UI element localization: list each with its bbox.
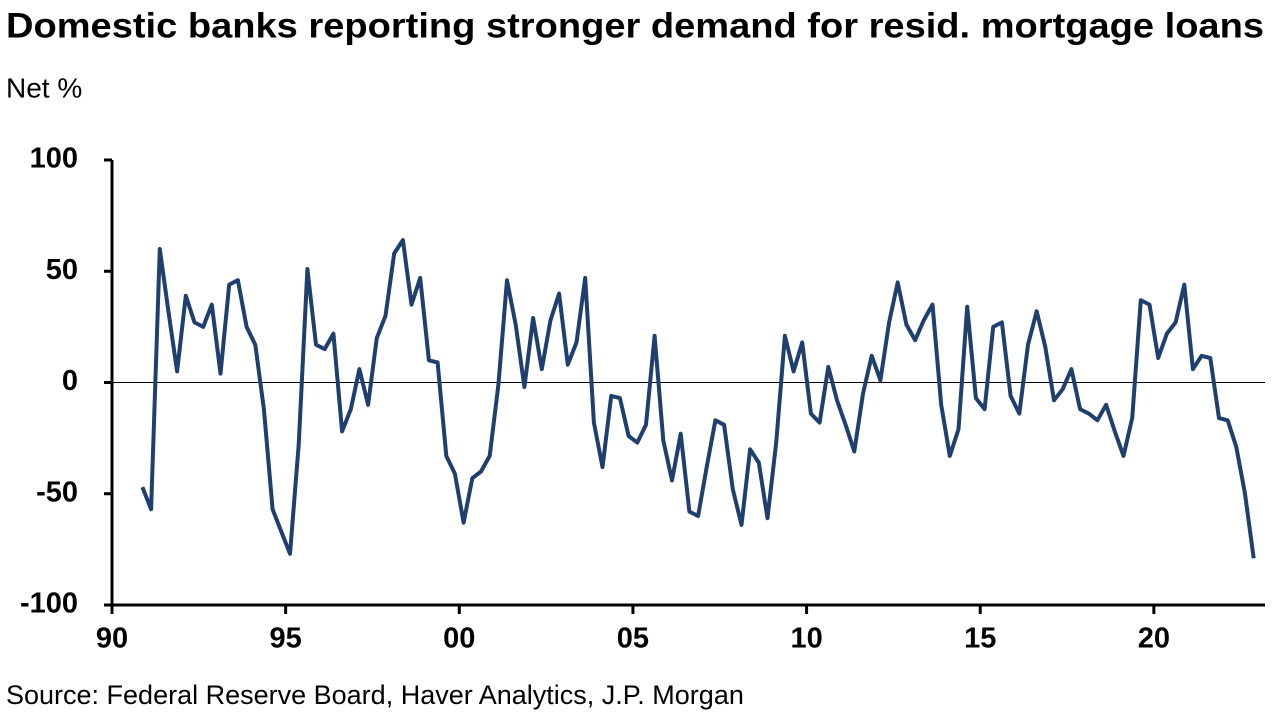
subtitle: Net % — [6, 72, 82, 103]
y-tick-label: -50 — [36, 476, 78, 508]
x-tick-label: 95 — [270, 623, 302, 655]
y-tick-label: 100 — [30, 143, 78, 175]
x-tick-label: 20 — [1138, 623, 1170, 655]
x-tick-label: 05 — [617, 623, 649, 655]
x-tick-label: 15 — [964, 623, 996, 655]
y-tick-label: 0 — [62, 365, 78, 397]
y-tick-label: -100 — [20, 588, 78, 620]
source: Source: Federal Reserve Board, Haver Ana… — [6, 680, 744, 710]
x-tick-label: 10 — [790, 623, 822, 655]
data-line — [140, 238, 1256, 559]
x-tick-label: 00 — [443, 623, 475, 655]
y-tick-label: 50 — [46, 254, 78, 286]
chart-title: Domestic banks reporting stronger demand… — [6, 6, 1264, 45]
x-tick-label: 90 — [96, 623, 128, 655]
